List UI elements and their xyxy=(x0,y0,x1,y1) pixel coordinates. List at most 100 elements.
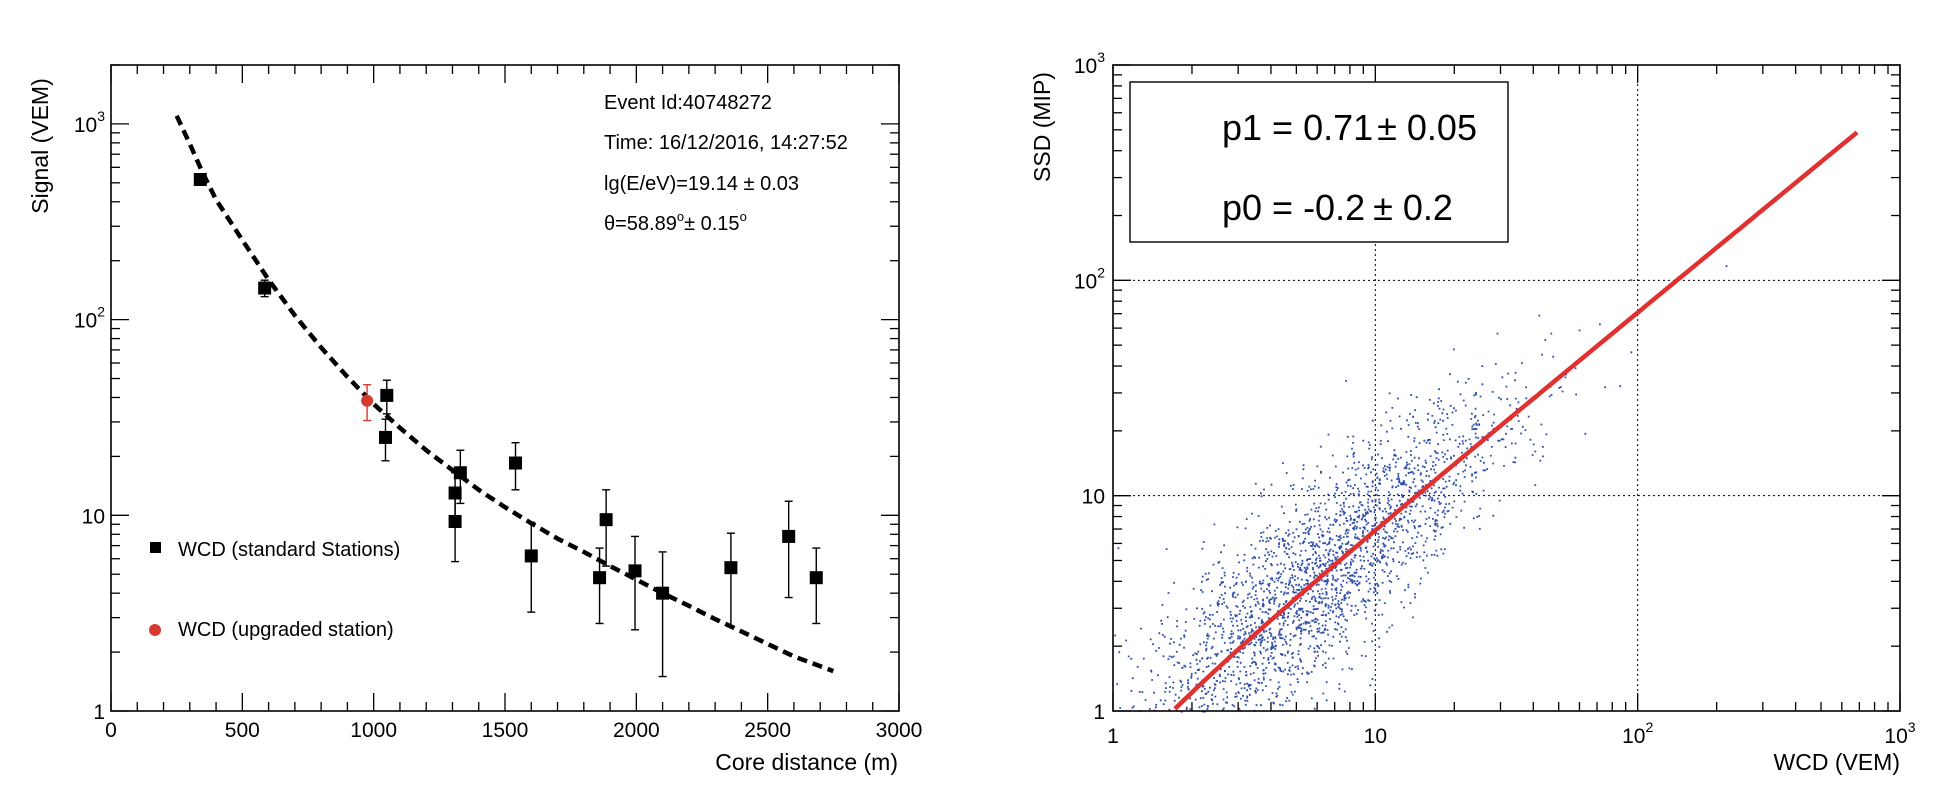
ldf-x-tick-label: 2500 xyxy=(744,719,791,742)
ssd-wcd-y-tick-label-exp: 2 xyxy=(1097,264,1105,280)
marker-square xyxy=(809,571,823,585)
ssd-wcd-x-tick-labels: 1 10 102 103 xyxy=(1107,719,1916,748)
ssd-wcd-grid xyxy=(1113,65,1900,711)
marker-square xyxy=(524,549,538,563)
scatter-points xyxy=(1114,265,1728,713)
ssd-wcd-x-tick-label-base: 10 xyxy=(1622,725,1645,748)
ssd-wcd-y-tick-label-exp: 3 xyxy=(1097,49,1105,65)
ldf-y-tick-label-exp: 3 xyxy=(97,108,105,124)
marker-square xyxy=(258,281,272,295)
fit-parameter-box: p1 = 0.71 ± 0.05 p0 = -0.2 ± 0.2 xyxy=(1129,81,1509,243)
ldf-x-tick-labels: 0 500 1000 1500 2000 2500 3000 xyxy=(105,719,922,742)
ssd-wcd-x-tick-label-base: 10 xyxy=(1884,725,1907,748)
theta-error: ± 0.15 xyxy=(684,213,739,235)
fit-line xyxy=(1173,130,1859,711)
marker-square xyxy=(593,571,607,585)
ssd-wcd-x-tick-label: 10 xyxy=(1364,725,1387,748)
ldf-y-tick-label-base: 1 xyxy=(93,701,105,724)
ssd-wcd-scatter-points xyxy=(1114,265,1728,713)
ssd-wcd-x-tick-label-exp: 3 xyxy=(1908,719,1916,735)
standard-station-point xyxy=(809,547,823,625)
ldf-x-tick-label: 500 xyxy=(225,719,260,742)
standard-station-point xyxy=(380,379,394,415)
marker-circle xyxy=(361,394,374,407)
legend-label-upgraded: WCD (upgraded station) xyxy=(178,619,394,641)
ldf-x-tick-label: 1000 xyxy=(350,719,397,742)
ldf-x-tick-label: 1500 xyxy=(482,719,529,742)
theta-value: =58.89 xyxy=(615,213,677,235)
event-energy-text: lg(E/eV)=19.14 ± 0.03 xyxy=(604,173,799,195)
theta-unit-1: o xyxy=(677,209,684,224)
ldf-plot-frame xyxy=(110,64,900,712)
ldf-x-axis-label: Core distance (m) xyxy=(715,749,898,775)
standard-station-point xyxy=(628,535,642,631)
ldf-y-tick-label: 10 xyxy=(82,505,105,528)
ssd-wcd-fit-line xyxy=(1173,130,1859,711)
marker-square xyxy=(509,456,523,470)
ssd-wcd-plot-frame xyxy=(1112,64,1901,712)
ssd-wcd-y-axis-label: SSD (MIP) xyxy=(1029,72,1055,182)
ldf-data-points xyxy=(193,172,823,678)
fit-p1-text: p1 = 0.71 ± 0.05 xyxy=(1222,107,1477,148)
event-info: Event Id:40748272 Time: 16/12/2016, 14:2… xyxy=(604,92,848,235)
ssd-wcd-y-tick-label: 103 xyxy=(1074,49,1105,78)
ssd-wcd-y-tick-label-base: 10 xyxy=(1082,486,1105,509)
marker-square xyxy=(193,172,207,186)
standard-station-point xyxy=(193,172,207,186)
ssd-wcd-y-tick-label-base: 1 xyxy=(1093,701,1105,724)
ssd-wcd-y-tick-label-base: 10 xyxy=(1074,55,1097,78)
ssd-wcd-y-tick-label: 102 xyxy=(1074,264,1105,293)
ssd-wcd-x-tick-label: 1 xyxy=(1107,725,1119,748)
marker-square xyxy=(448,514,462,528)
ldf-y-tick-label: 103 xyxy=(74,108,105,137)
fit-p0-text: p0 = -0.2 ± 0.2 xyxy=(1222,187,1453,228)
ldf-y-tick-label-base: 10 xyxy=(74,114,97,137)
standard-station-point xyxy=(453,449,467,505)
ssd-wcd-y-tick-label: 10 xyxy=(1082,486,1105,509)
marker-square xyxy=(782,529,796,543)
marker-square xyxy=(380,388,394,402)
event-id-text: Event Id:40748272 xyxy=(604,92,772,114)
ldf-y-tick-label: 102 xyxy=(74,304,105,333)
standard-station-point xyxy=(509,441,523,491)
ldf-ticks xyxy=(110,64,900,712)
legend-label-standard: WCD (standard Stations) xyxy=(178,539,400,561)
ldf-y-axis-label: Signal (VEM) xyxy=(27,78,53,213)
marker-square xyxy=(453,466,467,480)
ldf-x-tick-label: 3000 xyxy=(876,719,923,742)
ssd-wcd-x-tick-label: 103 xyxy=(1884,719,1915,748)
ssd-wcd-y-tick-label-base: 10 xyxy=(1074,270,1097,293)
upgraded-station-point xyxy=(361,383,374,422)
theta-unit-2: o xyxy=(740,209,747,224)
ldf-legend: WCD (standard Stations) WCD (upgraded st… xyxy=(149,539,400,641)
ssd-wcd-x-tick-label-exp: 2 xyxy=(1645,719,1653,735)
standard-station-point xyxy=(724,532,738,628)
fit-box-frame xyxy=(1129,81,1509,243)
ldf-fit-curve xyxy=(174,114,835,674)
fit-p1-value: p1 = 0.71 xyxy=(1222,107,1373,148)
standard-station-point xyxy=(656,551,670,678)
legend-marker-standard xyxy=(150,542,161,553)
marker-square xyxy=(599,513,613,527)
ldf-y-tick-label-base: 10 xyxy=(74,310,97,333)
theta-symbol: θ xyxy=(604,213,615,235)
ssd-wcd-x-tick-label-base: 1 xyxy=(1107,725,1119,748)
ssd-wcd-y-tick-label: 1 xyxy=(1093,701,1105,724)
standard-station-point xyxy=(448,493,462,563)
fit-p0-value: p0 = -0.2 xyxy=(1222,187,1365,228)
ldf-y-tick-label-exp: 2 xyxy=(97,304,105,320)
standard-station-point xyxy=(378,418,392,462)
standard-station-point xyxy=(599,489,613,567)
ldf-y-tick-label-base: 10 xyxy=(82,505,105,528)
marker-square xyxy=(448,486,462,500)
marker-square xyxy=(628,564,642,578)
standard-station-point xyxy=(258,279,272,298)
ssd-wcd-ticks xyxy=(1112,64,1901,712)
ldf-x-tick-label: 0 xyxy=(105,719,117,742)
ldf-fit-line xyxy=(174,114,835,674)
ldf-x-tick-label: 2000 xyxy=(613,719,660,742)
